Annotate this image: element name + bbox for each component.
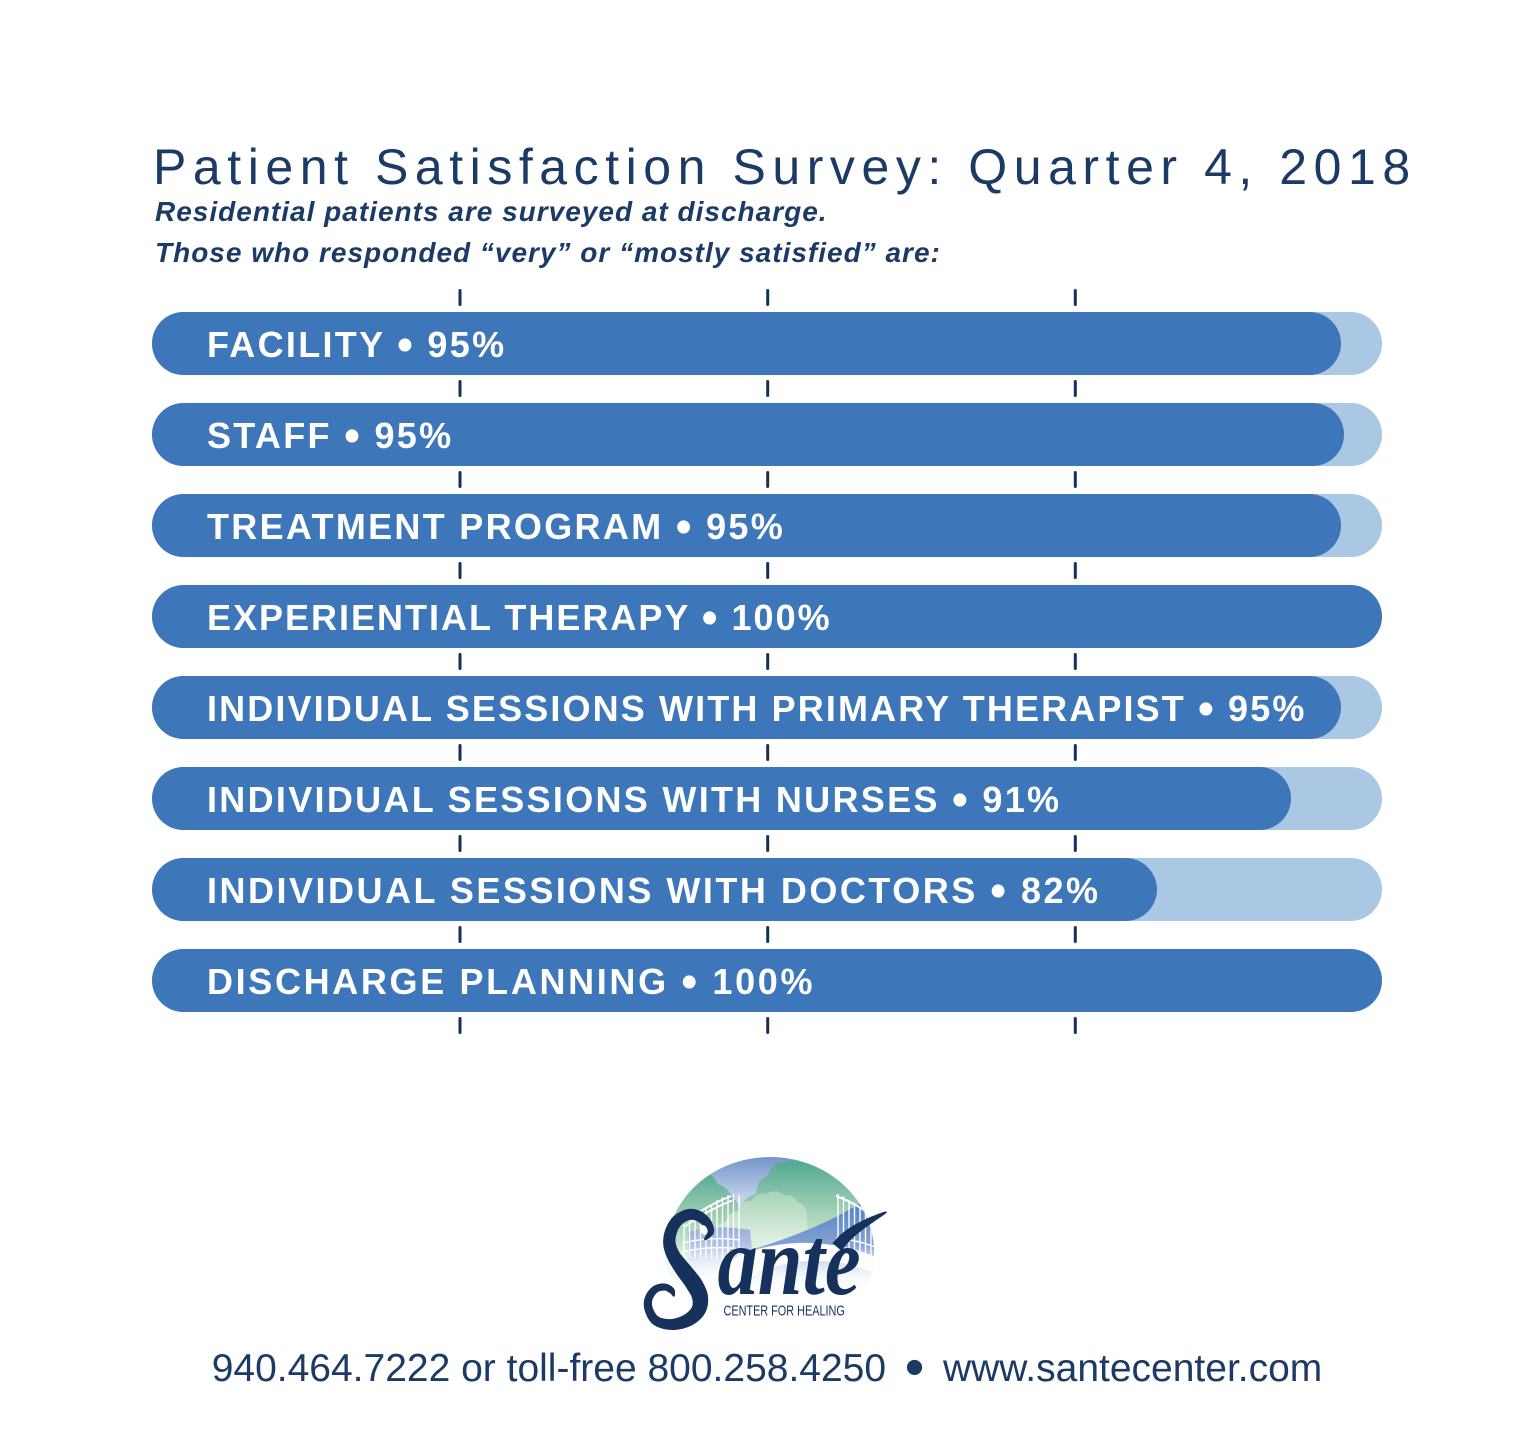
svg-text:CENTER FOR HEALING: CENTER FOR HEALING [724, 1302, 845, 1319]
svg-text:ante: ante [718, 1209, 861, 1316]
